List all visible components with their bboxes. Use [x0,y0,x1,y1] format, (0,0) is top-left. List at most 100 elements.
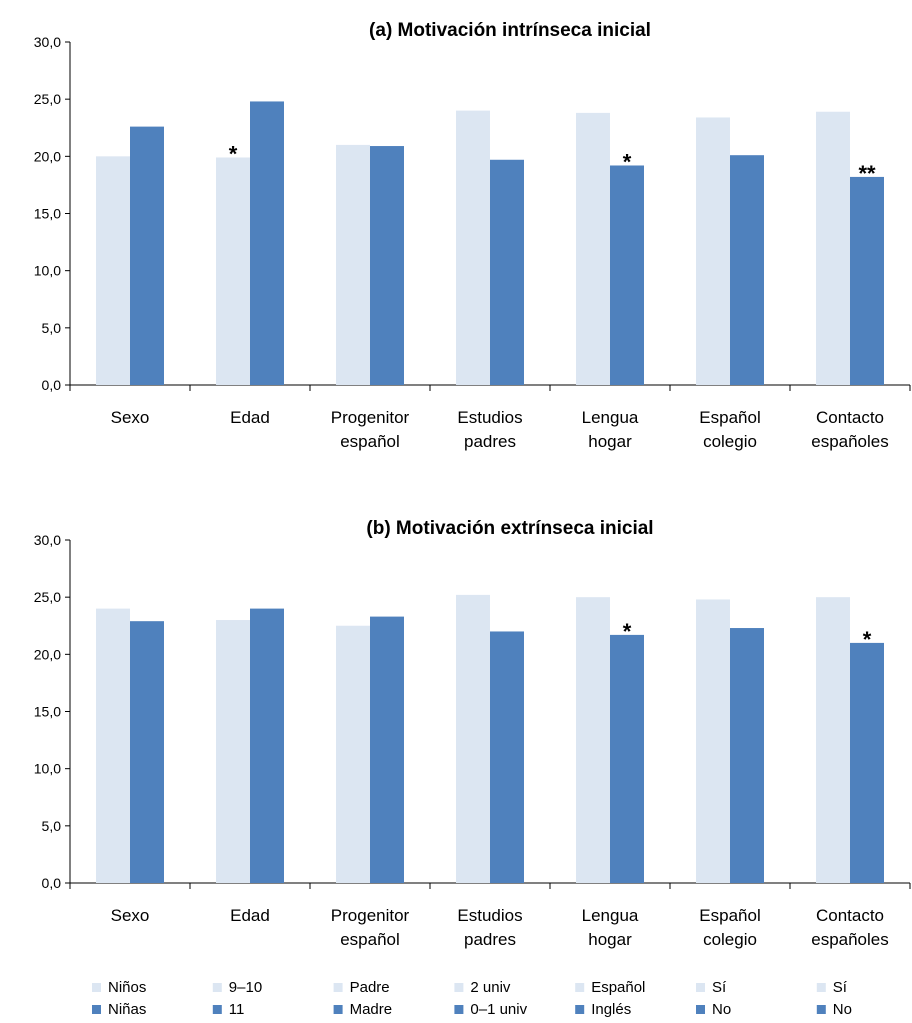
significance-mark: * [863,627,872,652]
category-label: Progenitor [331,408,410,427]
legend: Niños Niñas 9–10 11 Padre Madre 2 univ 0–1 univ… [92,979,852,1018]
y-tick-label: 5,0 [42,320,62,336]
bar-series-b [730,628,764,883]
bar-series-a [216,157,250,385]
bar-series-b [250,608,284,883]
legend-label-b: Inglés [591,1001,631,1018]
legend-label-a: Español [591,979,645,996]
category-label: Estudios [457,906,522,925]
bar-series-a [96,608,130,883]
bar-series-a [456,110,490,385]
category-label: Lengua [582,906,639,925]
bar-series-a [336,144,370,385]
category-label: Edad [230,408,270,427]
y-tick-label: 15,0 [34,704,61,720]
category-label: español [340,930,400,949]
category-label: padres [464,432,516,451]
legend-label-a: 2 univ [470,979,511,996]
category-label: colegio [703,432,757,451]
bar-series-b [130,621,164,883]
legend-swatch-a [333,983,343,992]
legend-label-b: 11 [229,1001,245,1018]
legend-label-a: 9–10 [229,979,262,996]
y-tick-label: 5,0 [42,818,62,834]
category-label: españoles [811,930,889,949]
y-tick-label: 15,0 [34,206,61,222]
bar-series-b [370,616,404,883]
y-tick-label: 30,0 [34,34,61,50]
bar-series-b [490,159,524,385]
bar-series-b [130,126,164,386]
bar-series-b [250,101,284,385]
bar-series-a [696,599,730,883]
legend-swatch-a [92,983,101,992]
legend-label-b: Niñas [108,1001,146,1018]
legend-label-b: 0–1 univ [470,1001,527,1018]
bar-series-a [336,625,370,883]
legend-swatch-b [454,1005,464,1014]
category-label: hogar [588,930,632,949]
category-label: Español [699,906,760,925]
legend-label-a: Sí [833,979,848,996]
legend-swatch-a [696,983,705,992]
bar-series-b [370,146,404,385]
bar-series-b [850,642,884,883]
bar-series-b [490,631,524,883]
chart-title: (a) Motivación intrínseca inicial [369,20,651,41]
category-label: colegio [703,930,757,949]
legend-swatch-b [575,1005,585,1014]
legend-swatch-a [575,983,585,992]
category-label: Contacto [816,408,884,427]
legend-swatch-a [816,983,826,992]
legend-label-a: Sí [712,979,727,996]
category-label: padres [464,930,516,949]
legend-swatch-b [696,1005,705,1014]
bar-series-a [816,597,850,883]
bar-series-b [610,165,644,385]
legend-label-b: No [833,1001,852,1018]
significance-mark: * [623,149,632,174]
y-tick-label: 10,0 [34,263,61,279]
bar-series-a [216,620,250,883]
bar-series-a [456,594,490,883]
category-label: español [340,432,400,451]
legend-swatch-b [816,1005,826,1014]
significance-mark: * [623,619,632,644]
category-label: Edad [230,906,270,925]
category-label: Lengua [582,408,639,427]
y-tick-label: 20,0 [34,148,61,164]
legend-label-b: Madre [350,1001,393,1018]
bar-series-b [730,155,764,385]
significance-mark: * [229,141,238,166]
bar-series-a [696,117,730,386]
category-label: Español [699,408,760,427]
y-tick-label: 25,0 [34,589,61,605]
bar-series-b [850,176,884,385]
chart-title: (b) Motivación extrínseca inicial [366,518,653,539]
legend-label-a: Niños [108,979,146,996]
category-label: Estudios [457,408,522,427]
y-tick-label: 20,0 [34,646,61,662]
category-label: Sexo [111,408,150,427]
bar-series-a [576,597,610,883]
significance-mark: ** [858,161,876,186]
legend-swatch-a [212,983,222,992]
y-tick-label: 0,0 [42,377,62,393]
legend-label-a: Padre [350,979,390,996]
y-tick-label: 25,0 [34,91,61,107]
legend-swatch-a [454,983,464,992]
chart-intrinsic: (a) Motivación intrínseca inicial 0,0 5,0 1… [34,20,911,451]
legend-swatch-b [212,1005,222,1014]
y-tick-label: 30,0 [34,532,61,548]
bar-series-a [576,112,610,386]
category-label: españoles [811,432,889,451]
y-tick-label: 10,0 [34,761,61,777]
bar-series-a [96,156,130,385]
bar-series-a [816,111,850,385]
legend-label-b: No [712,1001,731,1018]
chart-extrinsic: (b) Motivación extrínseca inicial 0,0 5,0 1… [34,518,911,949]
category-label: Contacto [816,906,884,925]
y-tick-label: 0,0 [42,875,62,891]
category-label: Progenitor [331,906,410,925]
